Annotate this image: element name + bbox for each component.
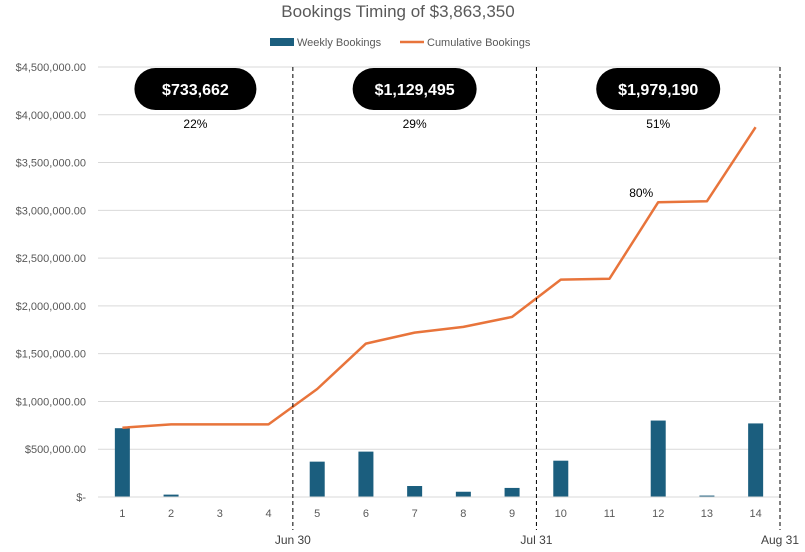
legend: Weekly Bookings Cumulative Bookings	[270, 37, 531, 49]
x-tick-label: 5	[314, 508, 320, 520]
gridlines	[98, 66, 780, 498]
y-tick-label: $3,000,000.00	[16, 205, 86, 217]
weekly-bar	[748, 423, 764, 497]
period-summary: $1,129,495 29%	[352, 68, 477, 131]
weekly-bar	[163, 494, 179, 497]
chart-title: Bookings Timing of $3,863,350	[281, 2, 514, 21]
weekly-bar	[114, 428, 130, 497]
y-tick-label: $2,500,000.00	[16, 253, 86, 265]
period-percent: 51%	[646, 117, 670, 131]
x-tick-label: 7	[412, 508, 418, 520]
period-total: $1,979,190	[618, 82, 698, 99]
weekly-bar	[358, 451, 374, 497]
legend-label-cumulative: Cumulative Bookings	[427, 37, 531, 49]
y-tick-label: $3,500,000.00	[16, 158, 86, 170]
divider-date-label: Aug 31	[761, 533, 799, 547]
y-tick-label: $1,500,000.00	[16, 349, 86, 361]
period-total-pill	[352, 68, 477, 110]
x-tick-label: 10	[555, 508, 567, 520]
x-tick-label: 11	[604, 508, 615, 520]
period-summary: $733,662 22%	[134, 68, 257, 131]
y-tick-label: $500,000.00	[25, 444, 86, 456]
cumulative-bookings-line	[122, 126, 757, 429]
period-percent: 29%	[403, 117, 427, 131]
x-tick-label: 6	[363, 508, 369, 520]
period-dividers: Jun 30 Jul 31 Aug 31	[275, 67, 799, 547]
x-tick-label: 9	[509, 508, 515, 520]
x-tick-label: 2	[168, 508, 174, 520]
divider-date-label: Jul 31	[520, 533, 552, 547]
divider-date-label: Jun 30	[275, 533, 311, 547]
annotations: 80%	[629, 186, 653, 200]
y-tick-label: $1,000,000.00	[16, 396, 86, 408]
x-tick-label: 8	[460, 508, 466, 520]
weekly-bar	[504, 487, 520, 497]
x-tick-label: 3	[217, 508, 223, 520]
weekly-bar	[455, 491, 471, 497]
x-tick-label: 1	[119, 508, 125, 520]
period-summaries: $733,662 22% $1,129,495 29% $1,979,190 51%	[134, 68, 721, 131]
y-tick-label: $4,500,000.00	[16, 62, 86, 74]
legend-label-weekly: Weekly Bookings	[297, 37, 382, 49]
y-tick-label: $4,000,000.00	[16, 110, 86, 122]
legend-swatch-weekly	[270, 38, 294, 46]
weekly-bookings-bars	[114, 420, 764, 497]
data-annotation: 80%	[629, 186, 653, 200]
cumulative-line	[122, 126, 757, 429]
weekly-bar	[553, 460, 569, 497]
period-total: $733,662	[162, 82, 229, 99]
period-summary: $1,979,190 51%	[596, 68, 721, 131]
y-tick-label: $2,000,000.00	[16, 301, 86, 313]
y-axis-ticks: $- $500,000.00 $1,000,000.00 $1,500,000.00 $…	[16, 62, 87, 504]
period-total-pill	[596, 68, 721, 110]
y-tick-label: $-	[76, 492, 86, 504]
weekly-bar	[407, 486, 423, 497]
period-total: $1,129,495	[375, 82, 455, 99]
x-tick-label: 13	[701, 508, 713, 520]
x-tick-label: 12	[652, 508, 664, 520]
period-percent: 22%	[183, 117, 207, 131]
weekly-bar	[650, 420, 666, 497]
weekly-bar	[699, 495, 715, 497]
period-total-pill	[134, 68, 257, 110]
x-tick-label: 14	[750, 508, 762, 520]
x-tick-label: 4	[265, 508, 271, 520]
x-axis: 1 2 3 4 5 6 7 8 9 10 11 12 13 14	[98, 496, 780, 520]
weekly-bar	[309, 461, 325, 497]
